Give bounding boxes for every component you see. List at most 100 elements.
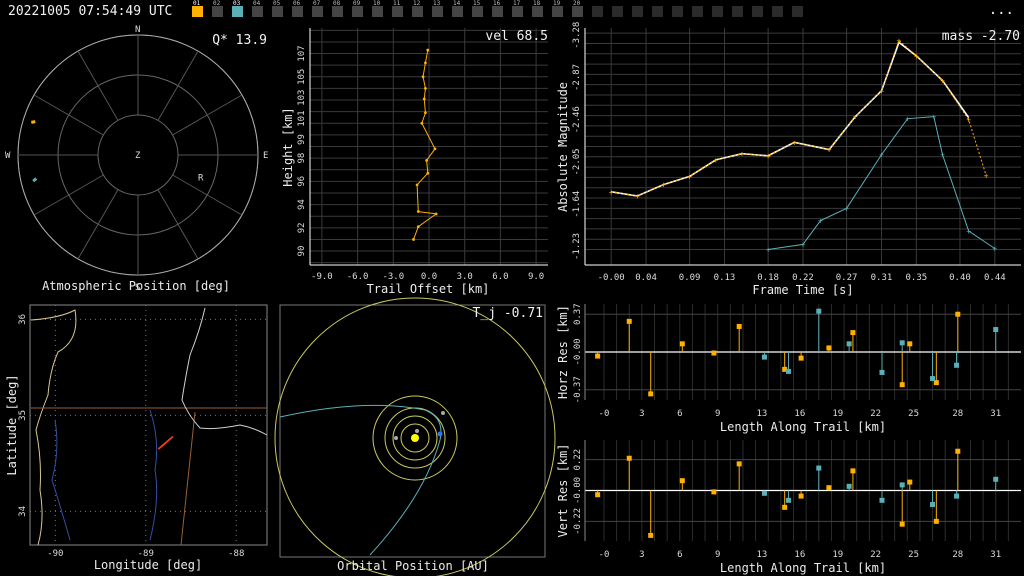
residual-point [954, 362, 960, 368]
trail-point [424, 111, 427, 115]
residual-point [930, 376, 936, 382]
camera-toggle[interactable] [792, 6, 803, 17]
ground-track [157, 435, 174, 450]
residual-point [816, 308, 822, 314]
camera-toggle[interactable] [692, 6, 703, 17]
camera-toggle[interactable]: 15 [472, 1, 483, 17]
orbit-frame [279, 304, 546, 558]
y-tick-label: 103 [297, 90, 307, 106]
outer-orbit [274, 297, 556, 576]
y-axis-label: Height [km] [281, 107, 295, 186]
residual-point [907, 341, 913, 347]
x-tick-label: -9.0 [311, 272, 333, 282]
camera-label: 15 [473, 0, 481, 7]
trail-point [415, 183, 419, 187]
x-tick-label: 0.09 [679, 273, 701, 283]
planet-marker [441, 411, 445, 415]
camera-toggle[interactable] [712, 6, 723, 17]
x-tick-label: 22 [870, 550, 881, 560]
camera-label: 17 [513, 0, 521, 7]
camera-toggle[interactable]: 16 [492, 1, 503, 17]
camera-label: 09 [353, 0, 361, 7]
planet-orbit [372, 395, 458, 481]
camera-toggle[interactable]: 20 [572, 1, 583, 17]
camera-toggle[interactable]: 07 [312, 1, 323, 17]
magnitude-point: + [801, 240, 806, 249]
residual-point [899, 382, 905, 388]
magnitude-point: + [661, 181, 666, 190]
camera-toggle[interactable]: 17 [512, 1, 523, 17]
residual-point [679, 478, 685, 484]
camera-toggle[interactable] [732, 6, 743, 17]
magnitude-point: + [844, 204, 849, 213]
residual-point [782, 504, 788, 510]
camera-toggle[interactable] [772, 6, 783, 17]
trail-point [416, 210, 420, 213]
residual-point [850, 468, 856, 474]
residual-point [679, 341, 685, 347]
menu-button[interactable]: ... [988, 2, 1014, 18]
camera-toggle[interactable] [652, 6, 663, 17]
residual-point [955, 448, 961, 454]
residual-point [798, 493, 804, 499]
x-tick-label: 25 [908, 409, 919, 419]
camera-toggle[interactable]: 12 [412, 1, 423, 17]
x-axis-label: Trail Offset [km] [367, 282, 490, 296]
camera-toggle[interactable]: 18 [532, 1, 543, 17]
x-tick-label: 9 [715, 409, 720, 419]
camera-toggle[interactable]: 05 [272, 1, 283, 17]
camera-toggle[interactable] [592, 6, 603, 17]
magnitude-point: + [940, 151, 945, 160]
residual-point [899, 521, 905, 527]
y-tick-label: -1.64 [572, 191, 582, 218]
camera-toggle[interactable]: 03 [232, 1, 243, 17]
camera-label: 02 [213, 0, 221, 7]
camera-toggle[interactable]: 13 [432, 1, 443, 17]
camera-label: 06 [293, 0, 301, 7]
camera-toggle[interactable]: 10 [372, 1, 383, 17]
camera-toggle[interactable] [752, 6, 763, 17]
direction-label: N [135, 25, 140, 35]
camera-label: 08 [333, 0, 341, 7]
polar-spoke [157, 189, 199, 260]
magnitude-point: + [827, 146, 832, 155]
residual-point [954, 493, 960, 499]
trail-line [413, 49, 438, 240]
camera-label: 01 [193, 0, 201, 7]
polar-spoke [77, 189, 119, 260]
magnitude-point: + [879, 151, 884, 160]
camera-toggle[interactable] [632, 6, 643, 17]
residual-point [736, 461, 742, 467]
x-tick-label: 0.13 [714, 273, 736, 283]
residual-point [899, 340, 905, 346]
residual-point [879, 369, 885, 375]
x-tick-label: -88 [228, 549, 244, 559]
x-tick-label: 6 [677, 550, 682, 560]
magnitude-point: + [740, 150, 745, 159]
vertical-residual-chart: -0 3 6 9 13 16 19 22 25 28 31 0.22 -0.00 -0.22 Length … [556, 440, 1021, 575]
camera-toggle[interactable]: 09 [352, 1, 363, 17]
camera-label: 05 [273, 0, 281, 7]
camera-toggle[interactable]: 11 [392, 1, 403, 17]
camera-toggle[interactable]: 08 [332, 1, 343, 17]
camera-toggle[interactable]: 01 [192, 1, 203, 17]
camera-toggle[interactable]: 06 [292, 1, 303, 17]
camera-toggle[interactable]: 04 [252, 1, 263, 17]
x-tick-label: 0.31 [871, 273, 893, 283]
camera-toggle[interactable]: 02 [212, 1, 223, 17]
x-tick-label: -3.0 [382, 272, 404, 282]
y-axis-label: Latitude [deg] [5, 374, 19, 475]
camera-label: 03 [233, 0, 241, 7]
x-tick-label: 19 [832, 409, 843, 419]
camera-toggle[interactable] [672, 6, 683, 17]
camera-toggle[interactable]: 14 [452, 1, 463, 17]
velocity-value: vel 68.5 [485, 29, 548, 44]
camera-toggle[interactable] [612, 6, 623, 17]
x-tick-label: 0.22 [792, 273, 814, 283]
orbital-position-chart: T_j -0.71 Orbital Position [AU] [274, 297, 556, 576]
y-tick-label: 92 [297, 222, 307, 233]
tisserand-value: T_j -0.71 [473, 306, 543, 321]
camera-toggle[interactable]: 19 [552, 1, 563, 17]
trail-point [420, 121, 424, 125]
residual-point [761, 354, 767, 360]
